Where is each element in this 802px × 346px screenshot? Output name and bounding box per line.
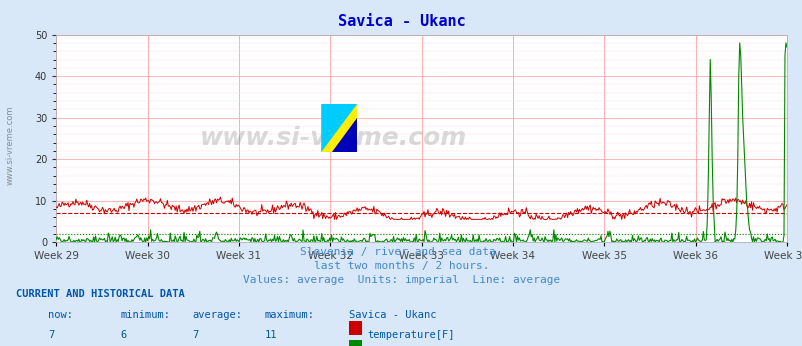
Text: 11: 11 bbox=[265, 330, 277, 340]
Text: 6: 6 bbox=[120, 330, 127, 340]
Text: average:: average: bbox=[192, 310, 242, 320]
Polygon shape bbox=[321, 104, 357, 152]
Text: last two months / 2 hours.: last two months / 2 hours. bbox=[314, 261, 488, 271]
Text: now:: now: bbox=[48, 310, 73, 320]
Text: 7: 7 bbox=[48, 330, 55, 340]
Text: Values: average  Units: imperial  Line: average: Values: average Units: imperial Line: av… bbox=[242, 275, 560, 285]
Bar bbox=[349, 340, 362, 346]
Bar bbox=[349, 321, 362, 335]
Text: Savica - Ukanc: Savica - Ukanc bbox=[337, 14, 465, 29]
Polygon shape bbox=[321, 104, 357, 152]
Text: temperature[F]: temperature[F] bbox=[367, 330, 454, 340]
Polygon shape bbox=[332, 118, 357, 152]
Text: minimum:: minimum: bbox=[120, 310, 170, 320]
Text: 7: 7 bbox=[192, 330, 199, 340]
Text: Slovenia / river and sea data.: Slovenia / river and sea data. bbox=[300, 247, 502, 257]
Text: www.si-vreme.com: www.si-vreme.com bbox=[6, 106, 15, 185]
Text: maximum:: maximum: bbox=[265, 310, 314, 320]
Text: CURRENT AND HISTORICAL DATA: CURRENT AND HISTORICAL DATA bbox=[16, 289, 184, 299]
Text: www.si-vreme.com: www.si-vreme.com bbox=[200, 126, 467, 151]
Text: Savica - Ukanc: Savica - Ukanc bbox=[349, 310, 436, 320]
